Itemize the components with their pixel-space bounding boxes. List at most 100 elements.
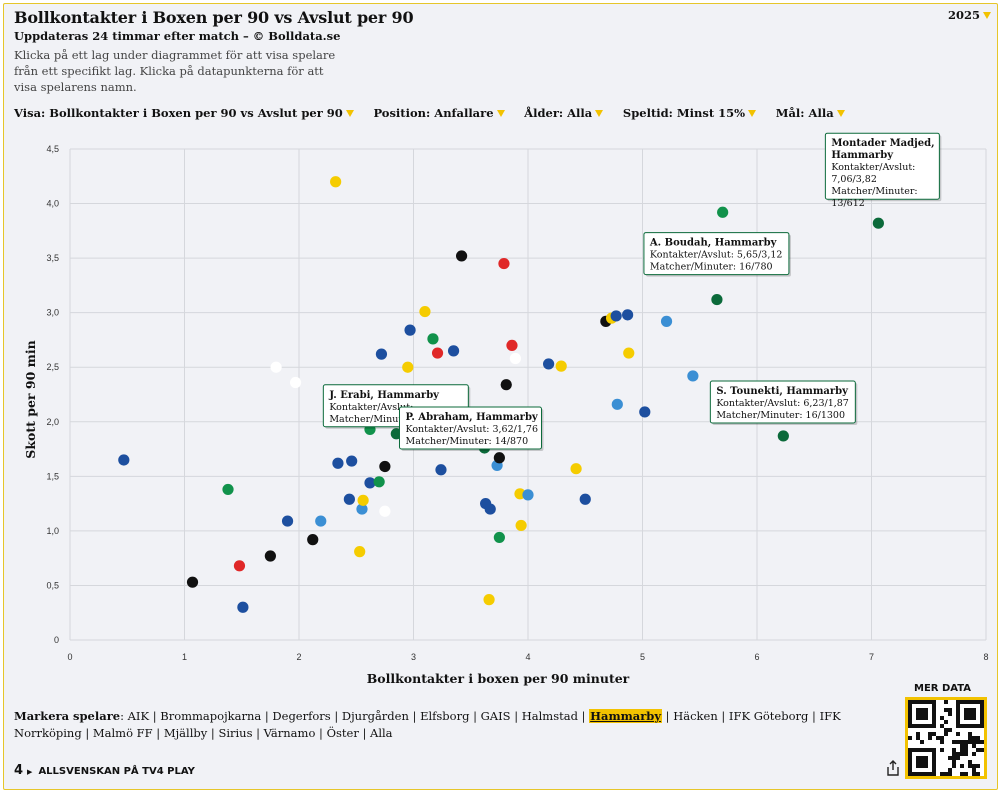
data-point[interactable] — [419, 305, 431, 318]
team-link[interactable]: GAIS — [480, 709, 511, 723]
data-point[interactable] — [281, 515, 294, 527]
data-point[interactable] — [447, 345, 460, 357]
data-point[interactable] — [777, 430, 789, 442]
team-link[interactable]: Djurgården — [341, 709, 409, 723]
share-icon[interactable] — [886, 760, 900, 776]
data-point[interactable] — [509, 352, 522, 365]
data-point[interactable] — [186, 576, 199, 588]
data-point[interactable] — [237, 601, 249, 613]
team-link[interactable]: Mjällby — [163, 726, 208, 740]
y-tick-label: 3,5 — [46, 253, 59, 263]
data-point[interactable] — [375, 348, 388, 360]
qr-code[interactable] — [905, 697, 987, 779]
data-point[interactable] — [639, 406, 651, 418]
data-point[interactable] — [610, 310, 622, 322]
team-link[interactable]: Degerfors — [272, 709, 331, 723]
data-point[interactable] — [506, 339, 518, 351]
data-point[interactable] — [402, 361, 414, 373]
data-point[interactable] — [307, 534, 319, 546]
data-point[interactable] — [522, 489, 534, 501]
footer-link[interactable]: ALLSVENSKAN PÅ TV4 PLAY — [38, 766, 195, 777]
data-point[interactable] — [660, 315, 673, 327]
team-link[interactable]: Öster — [326, 726, 359, 740]
data-point[interactable] — [118, 454, 130, 466]
tooltip-line: 13/612 — [831, 198, 864, 209]
qr-module — [976, 764, 980, 768]
filter-playtime[interactable]: Speltid: Minst 15% — [623, 106, 757, 120]
data-point[interactable] — [357, 494, 369, 506]
data-point[interactable] — [346, 455, 358, 467]
data-point[interactable] — [555, 360, 567, 372]
data-point[interactable] — [484, 503, 496, 515]
data-point[interactable] — [483, 594, 495, 606]
data-point[interactable] — [373, 476, 385, 488]
data-point[interactable] — [711, 293, 723, 306]
team-link[interactable]: Malmö FF — [92, 726, 153, 740]
data-point[interactable] — [611, 398, 623, 410]
team-link[interactable]: Alla — [370, 726, 393, 740]
data-point[interactable] — [543, 358, 555, 370]
team-link[interactable]: Halmstad — [521, 709, 578, 723]
data-point[interactable] — [354, 546, 366, 558]
tooltip-line: Kontakter/Avslut: 3,62/1,76 — [405, 424, 538, 435]
team-link[interactable]: Värnamo — [263, 726, 316, 740]
data-point[interactable] — [289, 376, 302, 389]
data-point[interactable] — [435, 464, 447, 476]
data-point[interactable] — [233, 560, 246, 572]
team-link[interactable]: IFK Norrköping — [14, 709, 841, 740]
filter-position[interactable]: Position: Anfallare — [373, 106, 505, 120]
data-point[interactable] — [570, 463, 582, 475]
data-point[interactable] — [687, 370, 699, 382]
data-point[interactable] — [264, 550, 276, 562]
data-point[interactable] — [579, 493, 591, 505]
y-tick-label: 2,0 — [46, 417, 59, 427]
team-link[interactable]: IFK Göteborg — [728, 709, 809, 723]
tooltip-title: A. Boudah, Hammarby — [649, 238, 778, 249]
data-point[interactable] — [427, 333, 439, 345]
data-point[interactable] — [717, 206, 729, 218]
team-link[interactable]: Hammarby — [589, 709, 663, 723]
chevron-down-icon — [983, 12, 991, 19]
data-point[interactable] — [364, 477, 376, 489]
tooltip-title: Hammarby — [831, 150, 894, 161]
team-link[interactable]: Brommapojkarna — [160, 709, 262, 723]
tooltip-line: Matcher/Minuter: 14/870 — [405, 436, 528, 447]
data-point[interactable] — [493, 531, 505, 544]
y-tick-label: 4,5 — [46, 144, 59, 154]
data-point[interactable] — [622, 309, 634, 321]
data-point[interactable] — [455, 250, 468, 262]
filter-goals[interactable]: Mål: Alla — [776, 106, 845, 120]
data-point[interactable] — [222, 483, 234, 496]
data-point[interactable] — [332, 457, 344, 469]
tooltip-box — [398, 406, 542, 450]
data-point[interactable] — [315, 515, 327, 527]
team-link[interactable]: AIK — [127, 709, 150, 723]
data-point[interactable] — [343, 493, 355, 505]
data-point[interactable] — [356, 503, 368, 515]
data-point[interactable] — [623, 347, 635, 359]
filter-visa[interactable]: Visa: Bollkontakter i Boxen per 90 vs Avs… — [14, 106, 354, 120]
tooltip-box — [824, 132, 940, 200]
data-point[interactable] — [330, 176, 342, 188]
data-point[interactable] — [872, 217, 884, 229]
data-point[interactable] — [498, 257, 510, 270]
qr-module — [952, 748, 956, 752]
qr-module — [968, 760, 972, 764]
data-point[interactable] — [500, 379, 512, 391]
data-point[interactable] — [431, 347, 444, 359]
team-link[interactable]: Elfsborg — [420, 709, 470, 723]
filter-age[interactable]: Ålder: Alla — [524, 106, 604, 120]
team-link[interactable]: Sirius — [218, 726, 253, 740]
qr-module — [956, 732, 960, 736]
data-point[interactable] — [404, 324, 416, 336]
data-point[interactable] — [379, 505, 391, 517]
data-point[interactable] — [493, 452, 505, 464]
filter-label: Ålder: — [524, 106, 564, 120]
data-point[interactable] — [515, 519, 527, 532]
data-point[interactable] — [270, 361, 282, 373]
data-point[interactable] — [379, 460, 391, 473]
team-link[interactable]: Häcken — [673, 709, 718, 723]
season-select[interactable]: 2025 — [948, 8, 991, 22]
filter-value: Bollkontakter i Boxen per 90 vs Avslut p… — [49, 106, 343, 120]
qr-module — [952, 760, 956, 764]
